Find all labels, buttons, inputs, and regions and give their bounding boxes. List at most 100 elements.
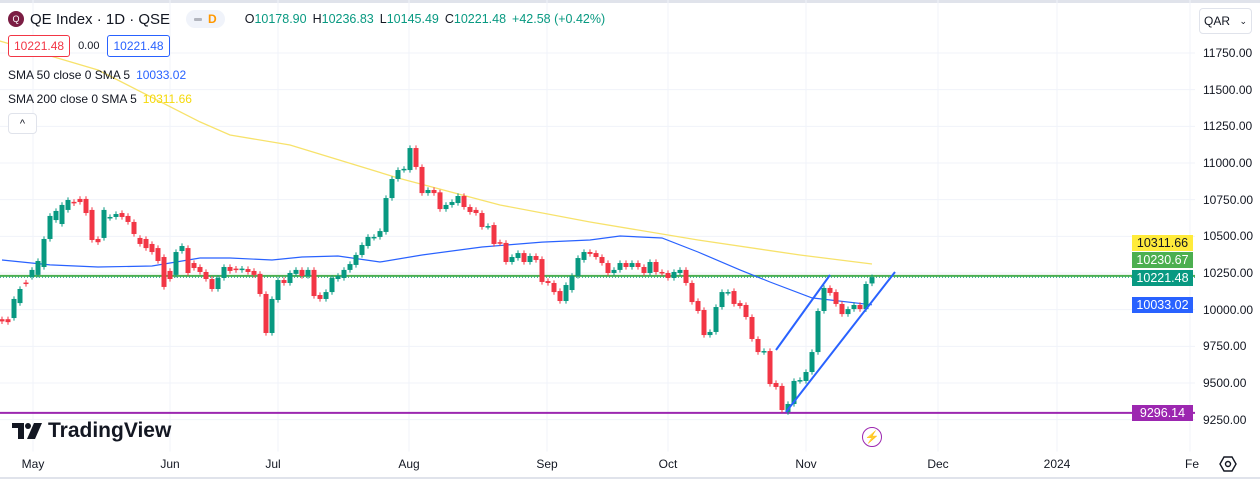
candle-body [503, 242, 509, 263]
candle-body [743, 304, 749, 318]
candle-body [557, 291, 563, 302]
candle-body [155, 248, 161, 261]
trend-line-lower [785, 271, 896, 413]
candle-body [791, 380, 797, 404]
time-label: May [21, 457, 45, 471]
close-value: 10221.48 [453, 12, 507, 26]
candle-body [65, 199, 71, 210]
collapse-legend-button[interactable]: ^ [8, 113, 37, 134]
low-key: L [379, 12, 387, 26]
candle-body [365, 236, 371, 247]
price-tick: 11000.00 [1203, 156, 1253, 170]
symbol-title[interactable]: QE Index · 1D · QSE [30, 10, 171, 28]
candle-body [527, 255, 533, 263]
candle-body [581, 252, 587, 260]
candle-body [539, 259, 545, 282]
sma200-legend[interactable]: SMA 200 close 0 SMA 5 10311.66 [8, 92, 192, 106]
candle-body [647, 262, 653, 274]
candle-body [563, 285, 569, 302]
time-label: Oct [658, 457, 678, 471]
candle-body [833, 292, 839, 304]
candle-body [479, 213, 485, 227]
candle-body [191, 263, 197, 269]
candle-body [35, 260, 41, 275]
price-tick: 10500.00 [1203, 229, 1254, 244]
candle-body [665, 273, 671, 278]
candle-body [521, 253, 527, 263]
price-label: 10230.67 [1132, 252, 1193, 268]
candle-body [0, 319, 5, 322]
candle-body [635, 263, 641, 267]
price-tick: 10250.00 [1203, 266, 1254, 280]
candle-body [23, 282, 29, 285]
buy-button[interactable]: 10221.48 [107, 35, 170, 57]
time-label: Jul [265, 457, 281, 471]
time-label: Jun [160, 457, 180, 471]
spread-value: 0.00 [78, 40, 100, 52]
chevron-down-icon: ⌄ [1239, 15, 1247, 26]
candle-body [845, 309, 851, 315]
sma50-line [1, 235, 873, 306]
candle-body [737, 303, 743, 307]
candle-body [341, 269, 347, 278]
candle-body [431, 189, 437, 194]
sell-button[interactable]: 10221.48 [8, 35, 71, 57]
candle-body [203, 271, 209, 280]
candle-body [677, 269, 683, 274]
candle-body [47, 215, 53, 239]
candle-body [641, 266, 647, 274]
currency-select[interactable]: QAR ⌄ [1199, 8, 1252, 34]
candle-body [275, 280, 281, 300]
candle-body [11, 298, 17, 319]
candle-body [761, 351, 767, 353]
candle-body [425, 189, 431, 194]
candle-body [377, 231, 383, 237]
candle-body [305, 269, 311, 276]
ohlc-values: O10178.90 H10236.83 L10145.49 C10221.48 … [245, 12, 605, 26]
sma50-value: 10033.02 [136, 68, 187, 82]
candle-body [401, 168, 407, 171]
candle-body [617, 263, 623, 270]
symbol-logo-icon: Q [8, 11, 24, 27]
candle-body [851, 304, 857, 310]
candle-body [71, 201, 77, 204]
candle-body [233, 268, 239, 271]
candle-body [119, 213, 125, 217]
candle-body [815, 310, 821, 353]
candle-body [779, 385, 785, 410]
minus-icon [194, 17, 203, 21]
candle-body [437, 192, 443, 210]
price-tick: 10750.00 [1203, 192, 1254, 207]
low-value: 10145.49 [386, 12, 439, 26]
top-border [0, 0, 1260, 3]
candle-body [611, 269, 617, 274]
settings-gear-icon[interactable] [1219, 455, 1237, 473]
interval-badge[interactable]: D [186, 10, 225, 28]
candle-body [587, 252, 593, 254]
brand-name: TradingView [48, 419, 172, 442]
candle-body [221, 266, 227, 278]
candle-body [773, 383, 779, 387]
candle-body [731, 291, 737, 304]
candle-body [809, 352, 815, 373]
candle-body [515, 253, 521, 259]
time-label: 2024 [1043, 457, 1071, 471]
candle-body [83, 198, 89, 214]
price-tick: 9500.00 [1203, 376, 1247, 390]
candle-body [839, 303, 845, 315]
time-label: Aug [398, 457, 420, 471]
candle-body [89, 209, 95, 241]
tradingview-logo[interactable]: TradingView [12, 419, 171, 443]
sma200-label: SMA 200 close 0 SMA 5 [8, 92, 137, 106]
close-key: C [444, 12, 454, 26]
candle-body [329, 277, 335, 293]
candle-body [389, 178, 395, 199]
sma50-legend[interactable]: SMA 50 close 0 SMA 5 10033.02 [8, 68, 186, 82]
candle-body [239, 268, 245, 271]
candle-body [803, 372, 809, 381]
candle-body [683, 269, 689, 283]
lightning-icon[interactable]: ⚡ [862, 427, 882, 447]
trend-line-upper [775, 274, 831, 351]
candle-body [347, 264, 353, 270]
